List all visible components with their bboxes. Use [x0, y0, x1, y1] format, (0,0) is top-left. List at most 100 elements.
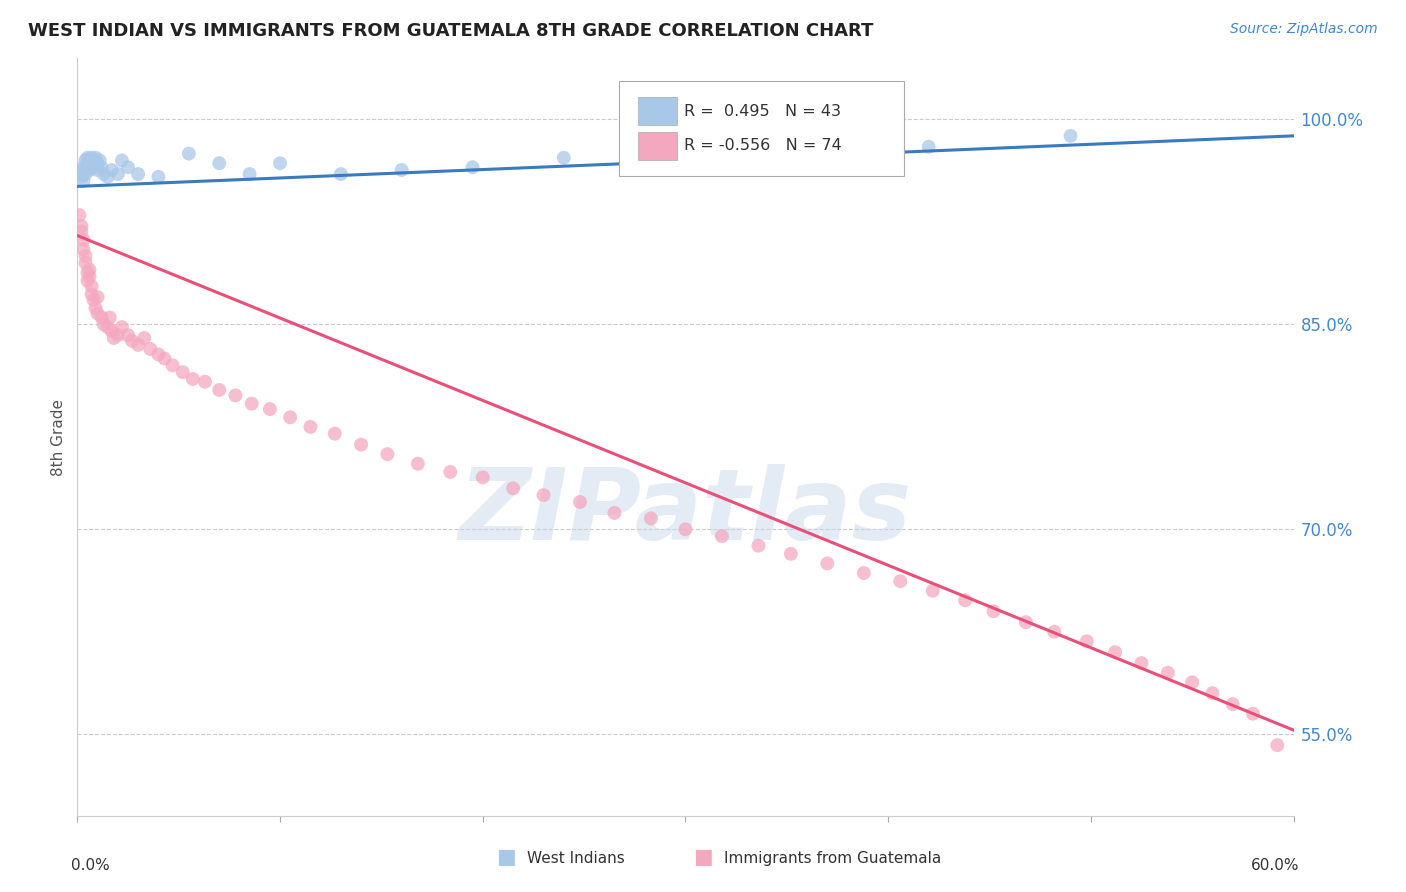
- Point: [84, 156, 107, 170]
- Text: ■: ■: [693, 847, 713, 867]
- Point: [755, 146, 778, 161]
- Point: [79, 262, 101, 277]
- Point: [83, 153, 105, 168]
- Point: [134, 331, 156, 345]
- Point: [471, 470, 494, 484]
- Point: [80, 287, 103, 301]
- Point: [86, 290, 108, 304]
- Point: [90, 161, 112, 175]
- Text: ■: ■: [496, 847, 516, 867]
- Point: [76, 151, 98, 165]
- Point: [84, 301, 107, 315]
- Point: [640, 511, 662, 525]
- Point: [148, 169, 170, 184]
- FancyBboxPatch shape: [638, 97, 676, 126]
- Point: [533, 488, 555, 502]
- Point: [329, 167, 352, 181]
- Point: [603, 506, 626, 520]
- Text: R = -0.556   N = 74: R = -0.556 N = 74: [685, 137, 842, 153]
- Point: [72, 161, 94, 175]
- Point: [1241, 706, 1264, 721]
- Point: [101, 324, 124, 338]
- Point: [1222, 697, 1244, 711]
- Point: [79, 269, 101, 284]
- Point: [177, 146, 200, 161]
- Point: [815, 557, 838, 571]
- Point: [101, 163, 124, 178]
- Point: [75, 167, 97, 181]
- Y-axis label: 8th Grade: 8th Grade: [51, 399, 66, 475]
- Text: 60.0%: 60.0%: [1251, 858, 1299, 873]
- Point: [439, 465, 461, 479]
- Text: 0.0%: 0.0%: [72, 858, 110, 873]
- Point: [75, 153, 97, 168]
- Point: [153, 351, 176, 366]
- Point: [1059, 128, 1081, 143]
- Point: [79, 163, 101, 178]
- Point: [72, 174, 94, 188]
- FancyBboxPatch shape: [619, 80, 904, 176]
- Point: [86, 163, 108, 178]
- Point: [502, 481, 524, 495]
- Point: [107, 167, 129, 181]
- Point: [377, 447, 399, 461]
- Point: [391, 163, 413, 178]
- Point: [779, 547, 801, 561]
- Point: [162, 359, 184, 373]
- Point: [76, 274, 98, 288]
- Point: [837, 143, 859, 157]
- Point: [70, 225, 93, 239]
- Point: [921, 583, 943, 598]
- Point: [70, 164, 93, 178]
- Point: [72, 242, 94, 256]
- Text: WEST INDIAN VS IMMIGRANTS FROM GUATEMALA 8TH GRADE CORRELATION CHART: WEST INDIAN VS IMMIGRANTS FROM GUATEMALA…: [28, 22, 873, 40]
- Point: [97, 320, 120, 334]
- FancyBboxPatch shape: [638, 131, 676, 160]
- Point: [97, 169, 120, 184]
- Point: [259, 402, 281, 417]
- Point: [747, 539, 769, 553]
- Point: [208, 383, 231, 397]
- Point: [461, 161, 484, 175]
- Point: [86, 306, 108, 320]
- Point: [83, 161, 105, 175]
- Point: [121, 334, 143, 348]
- Point: [239, 167, 262, 181]
- Point: [1076, 634, 1098, 648]
- Point: [93, 318, 115, 332]
- Point: [103, 331, 125, 345]
- Point: [1015, 615, 1038, 630]
- Point: [75, 249, 97, 263]
- Point: [569, 495, 592, 509]
- Point: [75, 256, 97, 270]
- Point: [139, 342, 162, 356]
- Point: [553, 151, 575, 165]
- Point: [107, 328, 129, 343]
- Point: [83, 293, 105, 307]
- Point: [194, 375, 217, 389]
- Text: Source: ZipAtlas.com: Source: ZipAtlas.com: [1230, 22, 1378, 37]
- Text: Immigrants from Guatemala: Immigrants from Guatemala: [724, 851, 942, 865]
- Point: [70, 169, 93, 184]
- Point: [675, 522, 697, 536]
- Point: [1043, 624, 1066, 639]
- Text: R =  0.495   N = 43: R = 0.495 N = 43: [685, 103, 841, 119]
- Point: [181, 372, 204, 386]
- Point: [1181, 675, 1204, 690]
- Point: [117, 328, 139, 343]
- Point: [67, 167, 90, 181]
- Point: [323, 426, 346, 441]
- Point: [350, 437, 373, 451]
- Point: [76, 156, 98, 170]
- Point: [1157, 665, 1180, 680]
- Point: [76, 161, 98, 175]
- Point: [93, 167, 115, 181]
- Point: [953, 593, 976, 607]
- Point: [80, 151, 103, 165]
- Point: [208, 156, 231, 170]
- Point: [76, 265, 98, 279]
- Point: [983, 604, 1005, 618]
- Point: [127, 167, 149, 181]
- Point: [224, 388, 246, 402]
- Point: [111, 153, 134, 168]
